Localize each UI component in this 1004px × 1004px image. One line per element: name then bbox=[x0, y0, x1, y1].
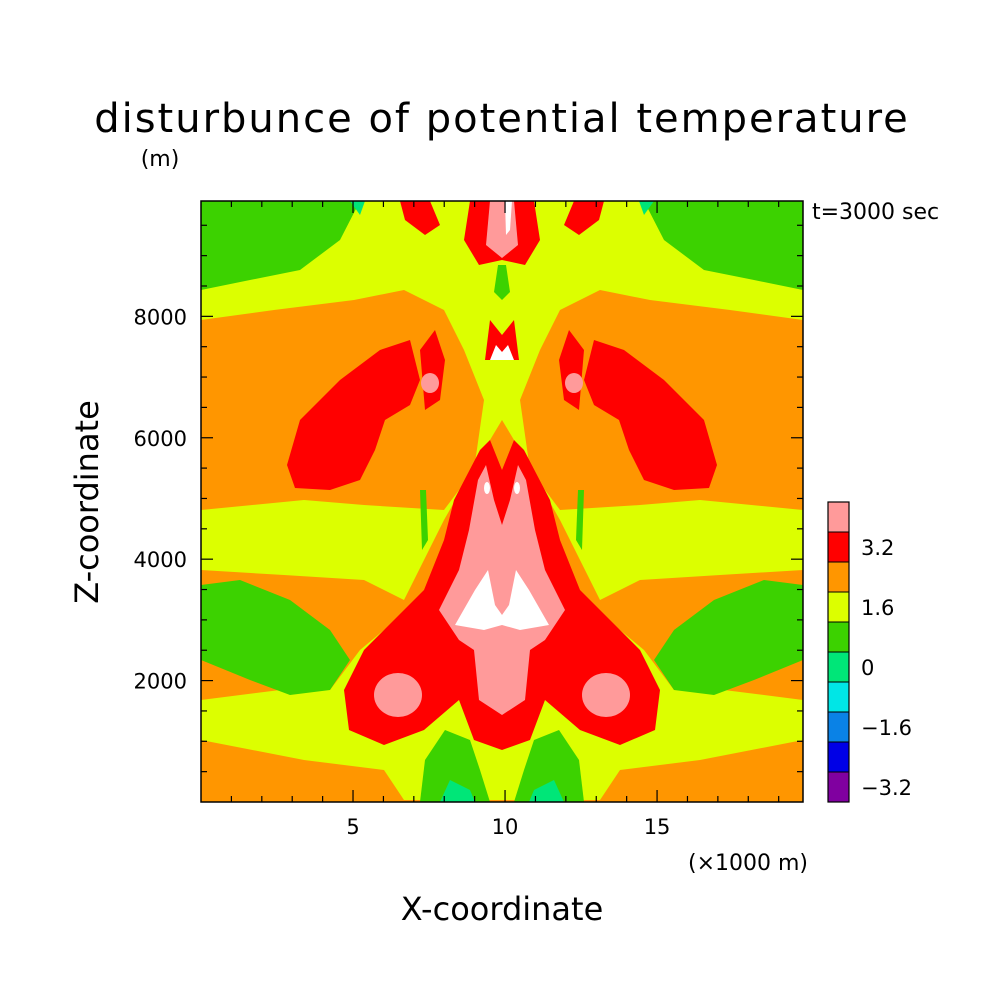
colorbar-swatch bbox=[828, 562, 849, 592]
colorbar-label: −3.2 bbox=[861, 776, 912, 800]
pink-central-core bbox=[439, 465, 565, 715]
colorbar-label: 0 bbox=[861, 656, 874, 680]
white-central-max bbox=[455, 570, 549, 630]
x-tick-label: 5 bbox=[346, 815, 359, 839]
colorbar: 3.2 1.6 0 −1.6 −3.2 bbox=[827, 501, 912, 803]
red-upper-right-feather bbox=[564, 201, 604, 235]
green-center-sliver bbox=[494, 265, 510, 300]
colorbar-swatch bbox=[828, 652, 849, 682]
y-tick-label: 2000 bbox=[134, 670, 187, 694]
colorbar-swatch bbox=[828, 532, 849, 562]
teal-region bbox=[350, 201, 654, 802]
x-axis-label: X-coordinate bbox=[401, 890, 604, 928]
chart-subtitle: (m) bbox=[141, 147, 180, 172]
green-bottom-right bbox=[514, 730, 584, 802]
x-tick-label: 15 bbox=[644, 815, 671, 839]
y-tick-label: 8000 bbox=[134, 305, 187, 329]
white-region bbox=[455, 201, 549, 630]
teal-bottom-right bbox=[529, 780, 564, 802]
plot-frame bbox=[200, 200, 804, 803]
time-label: t=3000 sec bbox=[812, 200, 939, 225]
contour-field bbox=[201, 201, 803, 802]
pink-left-blob bbox=[374, 673, 422, 717]
x-axis: 5 10 15 bbox=[230, 201, 780, 839]
green-right-sliver bbox=[576, 490, 584, 550]
red-left-lobe bbox=[287, 340, 420, 490]
chart-title: disturbunce of potential temperature bbox=[94, 96, 910, 142]
y-axis-label: Z-coordinate bbox=[68, 400, 106, 604]
red-right-lobe bbox=[584, 340, 717, 490]
white-top-max bbox=[505, 201, 512, 235]
green-lower-right bbox=[654, 580, 803, 695]
colorbar-label: 3.2 bbox=[861, 536, 894, 560]
y-axis: 2000 4000 6000 8000 bbox=[134, 224, 803, 773]
x-unit-label: (×1000 m) bbox=[688, 851, 808, 876]
green-upper-left bbox=[201, 201, 360, 290]
colorbar-swatch bbox=[828, 502, 849, 532]
yellow-top-band bbox=[201, 201, 803, 600]
teal-top-right bbox=[639, 201, 654, 215]
colorbar-swatch bbox=[828, 712, 849, 742]
colorbar-swatch bbox=[828, 622, 849, 652]
pink-right-spot bbox=[565, 373, 583, 393]
colorbar-label: 1.6 bbox=[861, 596, 894, 620]
green-left-sliver bbox=[420, 490, 428, 550]
teal-top-left bbox=[350, 201, 365, 215]
green-lower-left bbox=[201, 580, 350, 695]
colorbar-swatch bbox=[828, 742, 849, 772]
pink-left-spot bbox=[421, 373, 439, 393]
colorbar-swatch bbox=[828, 592, 849, 622]
y-tick-label: 4000 bbox=[134, 548, 187, 572]
green-bottom-left bbox=[420, 730, 490, 802]
x-tick-label: 10 bbox=[492, 815, 519, 839]
white-crown-max bbox=[490, 345, 514, 360]
green-region bbox=[201, 201, 803, 802]
white-upper-dot bbox=[484, 482, 490, 494]
y-tick-label: 6000 bbox=[134, 427, 187, 451]
white-upper-dot-right bbox=[514, 482, 520, 494]
red-upper-left-feather bbox=[400, 201, 440, 235]
colorbar-label: −1.6 bbox=[861, 716, 912, 740]
green-upper-right bbox=[644, 201, 803, 290]
colorbar-swatch bbox=[828, 682, 849, 712]
red-crown bbox=[485, 320, 519, 360]
colorbar-swatch bbox=[828, 772, 849, 802]
pink-right-blob bbox=[582, 673, 630, 717]
teal-bottom-left bbox=[440, 780, 475, 802]
